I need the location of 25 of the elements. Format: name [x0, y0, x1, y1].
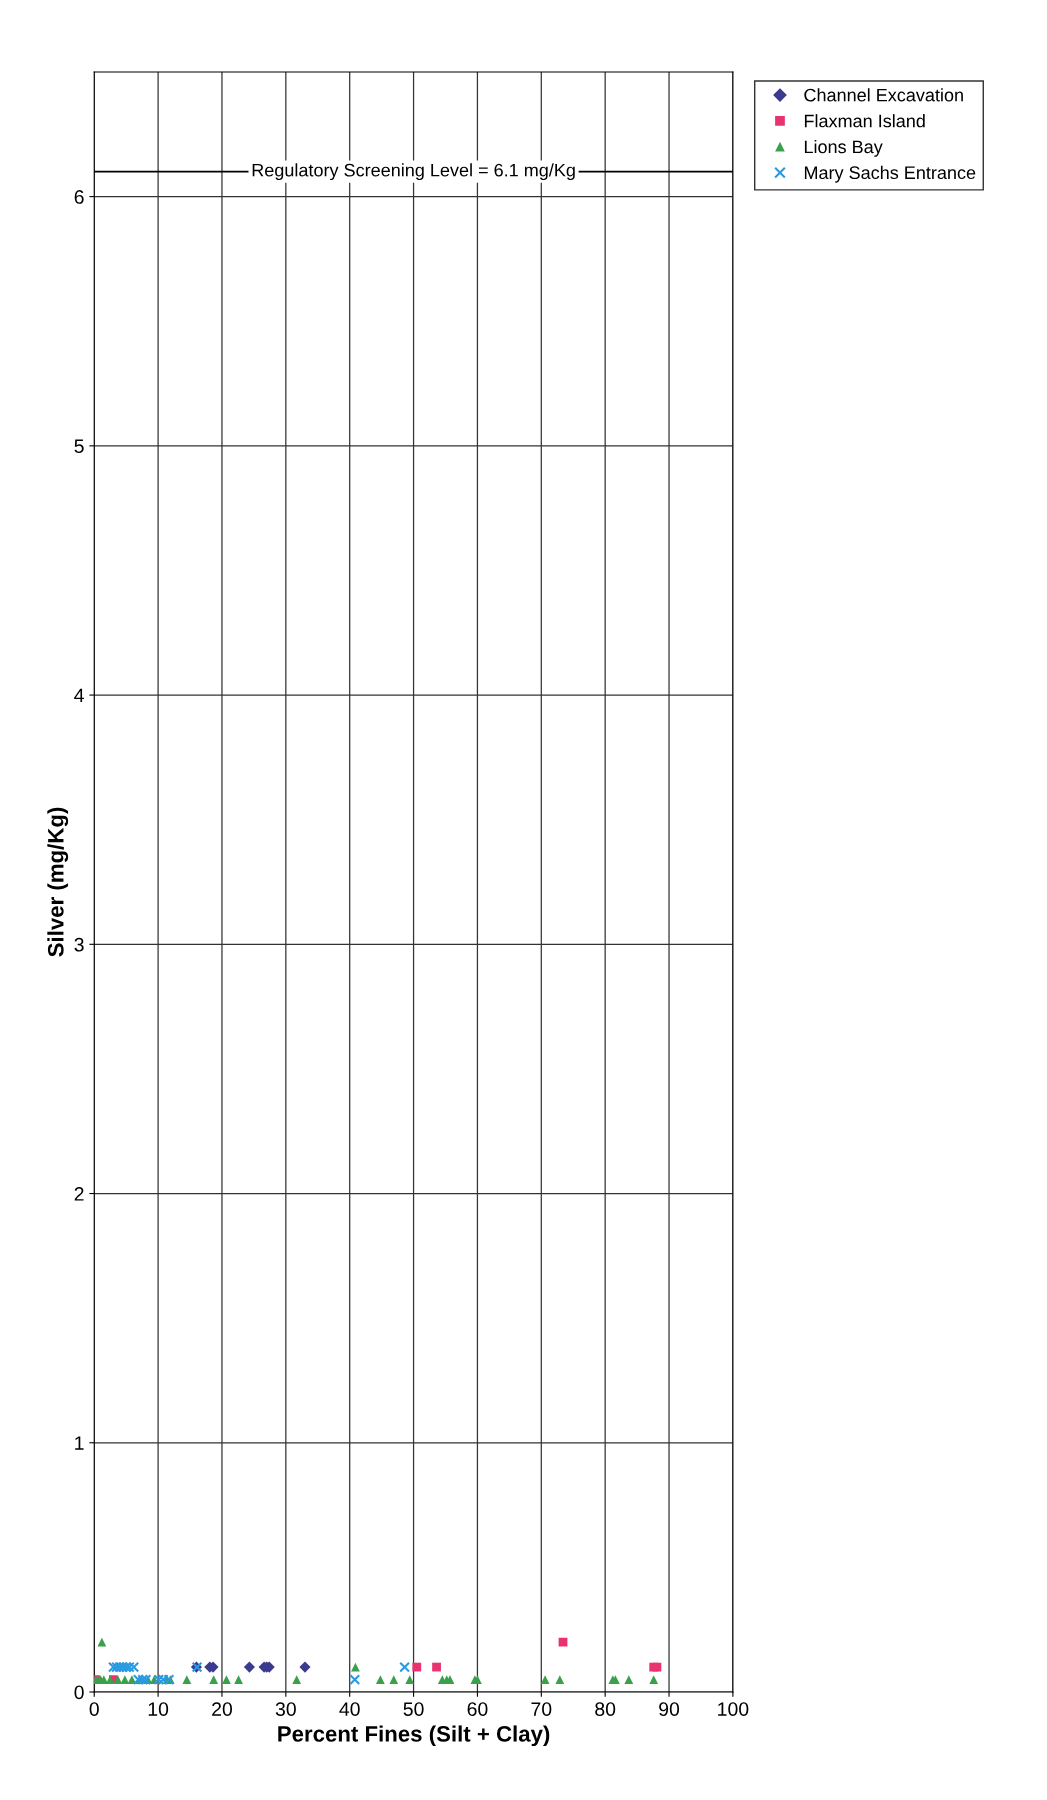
legend-label: Flaxman Island: [804, 114, 925, 128]
x-tick-label: 50: [403, 1702, 424, 1716]
y-tick-label: 3: [74, 937, 84, 952]
legend-label: Channel Excavation: [804, 88, 963, 102]
x-tick-label: 70: [531, 1702, 552, 1716]
y-tick-label: 5: [74, 439, 84, 454]
y-tick-label: 1: [75, 1436, 84, 1450]
x-tick-label: 20: [212, 1702, 233, 1716]
x-tick-label: 0: [89, 1702, 99, 1716]
legend-label: Mary Sachs Entrance: [804, 165, 976, 183]
x-tick-label: 100: [718, 1702, 749, 1716]
x-tick-label: 60: [467, 1702, 488, 1716]
x-axis-title: Percent Fines (Silt + Clay): [278, 1725, 550, 1747]
x-tick-label: 40: [339, 1702, 360, 1716]
y-axis-title: Silver (mg/Kg): [47, 807, 69, 957]
x-tick-label: 80: [595, 1702, 616, 1716]
y-tick-label: 2: [74, 1187, 84, 1201]
y-tick-label: 6: [74, 190, 84, 204]
ref-line-label: Regulatory Screening Level = 6.1 mg/Kg: [252, 163, 575, 181]
x-tick-label: 30: [275, 1702, 296, 1716]
legend-label: Lions Bay: [804, 139, 883, 157]
y-tick-label: 4: [74, 688, 84, 703]
y-tick-label: 0: [74, 1685, 84, 1700]
x-tick-label: 90: [659, 1702, 680, 1716]
x-tick-label: 10: [148, 1702, 169, 1716]
